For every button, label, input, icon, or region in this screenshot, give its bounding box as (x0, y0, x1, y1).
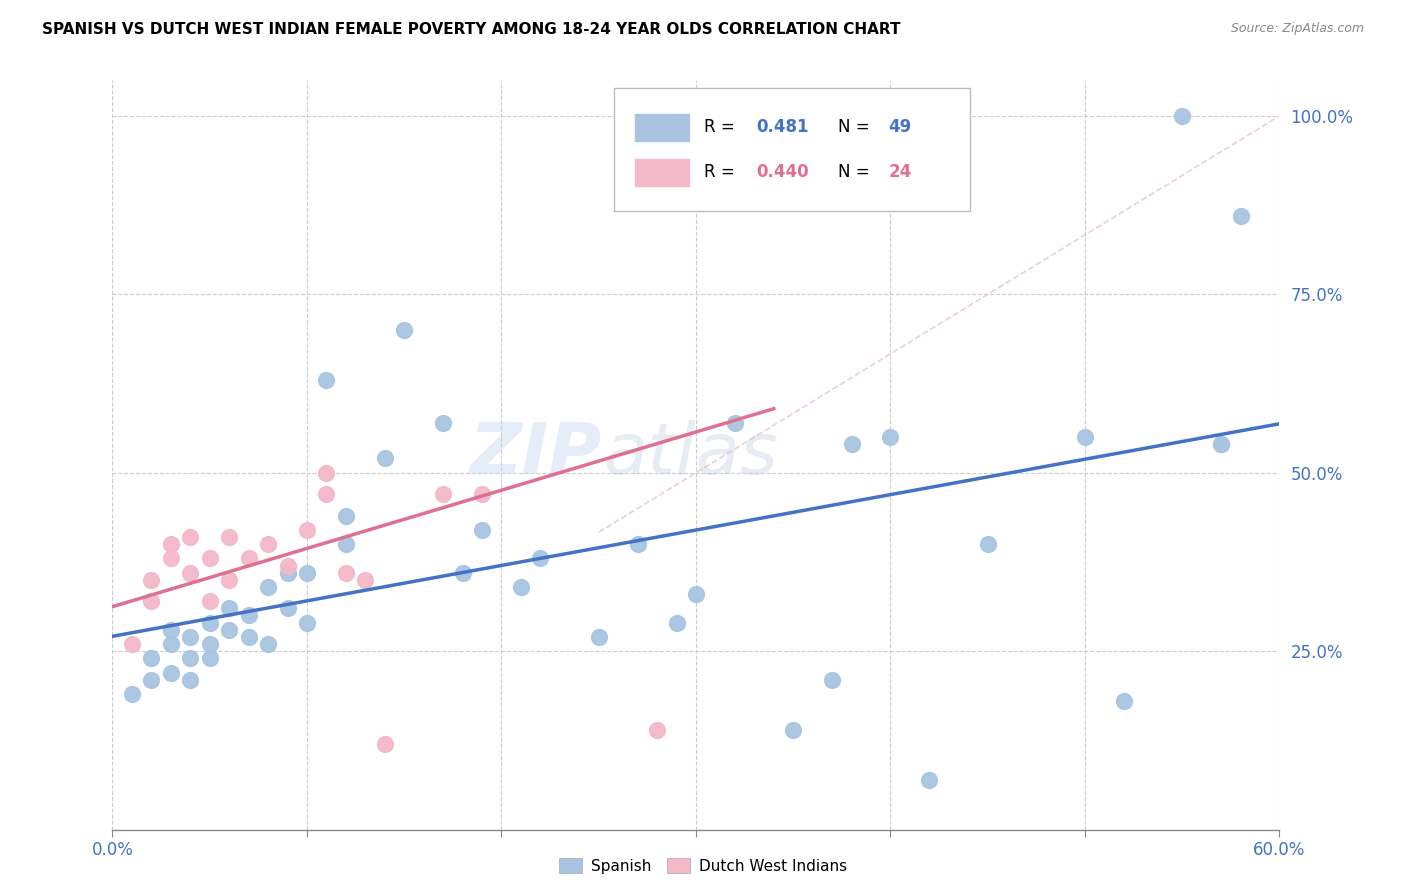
Point (471, 523, 494, 537)
Point (238, 630, 260, 644)
Point (238, 551, 260, 566)
Point (432, 416, 454, 430)
Point (238, 608, 260, 623)
Point (141, 594, 163, 608)
Point (160, 623, 183, 637)
Point (627, 537, 650, 551)
Point (645, 723, 668, 737)
Point (257, 637, 280, 651)
Point (976, 537, 998, 551)
Point (685, 587, 707, 601)
Point (724, 416, 747, 430)
Point (354, 573, 377, 587)
Text: 49: 49 (889, 119, 911, 136)
Point (841, 437, 863, 451)
Text: SPANISH VS DUTCH WEST INDIAN FEMALE POVERTY AMONG 18-24 YEAR OLDS CORRELATION CH: SPANISH VS DUTCH WEST INDIAN FEMALE POVE… (42, 22, 901, 37)
Point (198, 551, 221, 566)
Point (218, 530, 240, 544)
Point (335, 566, 357, 580)
Point (179, 651, 201, 665)
Point (121, 637, 143, 651)
Text: R =: R = (704, 119, 740, 136)
Point (276, 601, 298, 615)
Point (374, 451, 396, 466)
Point (160, 665, 183, 680)
Point (160, 537, 183, 551)
Point (471, 487, 494, 501)
Point (335, 508, 357, 523)
Point (179, 530, 201, 544)
Bar (634, 113, 690, 142)
Point (432, 487, 454, 501)
Point (160, 551, 183, 566)
Text: ZIP: ZIP (471, 420, 603, 490)
Point (257, 537, 280, 551)
Point (218, 623, 240, 637)
Point (509, 580, 531, 594)
Point (1209, 437, 1232, 451)
Point (335, 537, 357, 551)
Bar (634, 158, 690, 186)
Point (198, 651, 221, 665)
Point (218, 601, 240, 615)
Point (315, 487, 337, 501)
Point (198, 637, 221, 651)
Point (315, 466, 337, 480)
Point (315, 373, 337, 387)
Point (1112, 694, 1135, 708)
Point (179, 566, 201, 580)
Point (141, 573, 163, 587)
Point (879, 430, 901, 444)
Point (141, 673, 163, 687)
Point (1074, 430, 1097, 444)
FancyBboxPatch shape (614, 87, 970, 211)
Text: N =: N = (838, 119, 875, 136)
Text: atlas: atlas (603, 420, 778, 490)
Text: Source: ZipAtlas.com: Source: ZipAtlas.com (1230, 22, 1364, 36)
Point (276, 558, 298, 573)
Point (1229, 209, 1251, 223)
Point (394, 323, 416, 337)
Text: 0.440: 0.440 (756, 163, 810, 181)
Point (529, 551, 551, 566)
Point (821, 673, 844, 687)
Legend: Spanish, Dutch West Indians: Spanish, Dutch West Indians (553, 852, 853, 880)
Point (160, 637, 183, 651)
Point (179, 673, 201, 687)
Point (218, 573, 240, 587)
Point (665, 615, 688, 630)
Point (295, 523, 318, 537)
Text: R =: R = (704, 163, 740, 181)
Point (782, 723, 804, 737)
Text: 0.481: 0.481 (756, 119, 808, 136)
Point (141, 651, 163, 665)
Point (179, 630, 201, 644)
Point (918, 772, 941, 787)
Point (374, 737, 396, 751)
Point (198, 594, 221, 608)
Point (295, 615, 318, 630)
Text: N =: N = (838, 163, 875, 181)
Point (588, 630, 610, 644)
Point (1209, 437, 1232, 451)
Point (198, 615, 221, 630)
Point (121, 687, 143, 701)
Text: 24: 24 (889, 163, 911, 181)
Point (295, 566, 318, 580)
Point (1171, 109, 1194, 123)
Point (724, 109, 747, 123)
Point (257, 580, 280, 594)
Point (276, 566, 298, 580)
Point (451, 566, 474, 580)
